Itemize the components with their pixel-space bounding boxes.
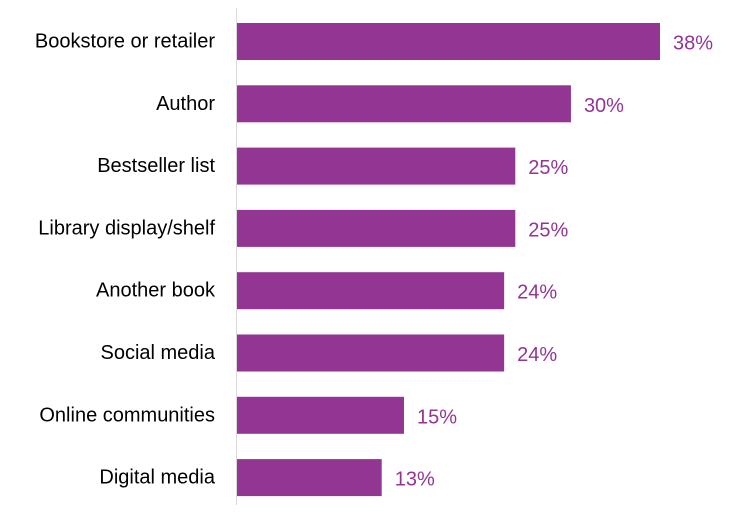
value-label: 25% <box>528 157 568 179</box>
bar <box>237 459 382 497</box>
value-labels: 38% 30% 25% 25% 24% 24% 15% 13% <box>395 33 714 491</box>
category-label: Bookstore or retailer <box>35 31 215 53</box>
category-label: Another book <box>96 280 216 302</box>
category-label: Bestseller list <box>97 155 215 177</box>
category-labels: Bookstore or retailer Author Bestseller li… <box>35 31 216 489</box>
category-label: Online communities <box>39 404 215 426</box>
category-label: Digital media <box>99 467 215 489</box>
value-label: 25% <box>528 219 568 241</box>
bar <box>237 272 505 310</box>
value-label: 15% <box>417 406 457 428</box>
value-label: 38% <box>673 33 713 55</box>
bar <box>237 147 516 185</box>
category-label: Social media <box>100 342 215 364</box>
bar <box>237 209 516 247</box>
value-label: 13% <box>395 469 435 491</box>
category-label: Author <box>156 93 215 115</box>
bar <box>237 396 404 434</box>
bars <box>237 23 660 497</box>
bar <box>237 23 660 60</box>
category-label: Library display/shelf <box>38 217 215 239</box>
value-label: 24% <box>517 282 557 304</box>
value-label: 24% <box>517 344 557 366</box>
value-label: 30% <box>584 95 624 117</box>
bar <box>237 334 505 372</box>
bar <box>237 85 571 123</box>
